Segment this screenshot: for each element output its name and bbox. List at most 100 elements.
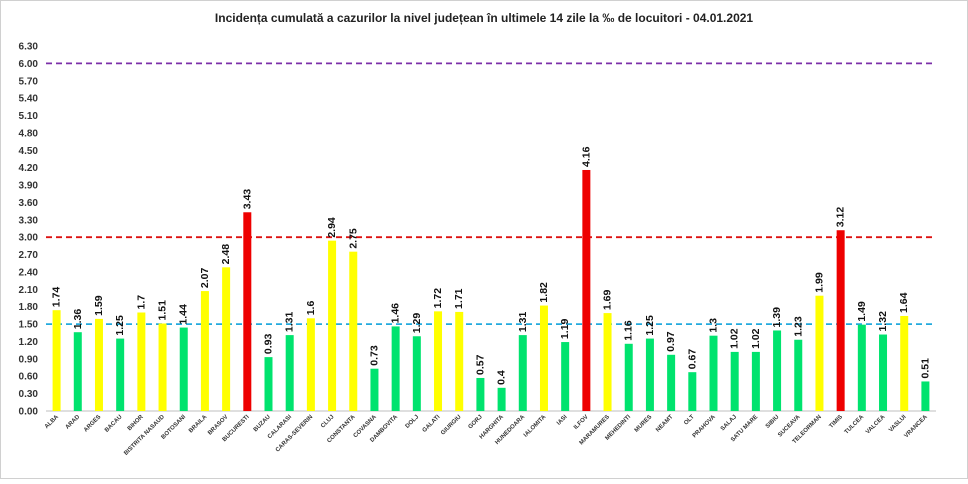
- bar: [94, 318, 103, 411]
- bar: [603, 313, 612, 411]
- data-label: 1.72: [432, 288, 444, 309]
- y-tick-label: 3.00: [19, 233, 39, 244]
- data-label: 1.69: [602, 289, 614, 310]
- bars: [52, 169, 930, 411]
- data-label: 1.25: [114, 315, 126, 336]
- data-label: 1.31: [517, 312, 529, 333]
- bar: [645, 338, 654, 411]
- y-tick-label: 2.40: [19, 267, 39, 278]
- reference-lines: [46, 62, 936, 325]
- bar: [688, 372, 697, 411]
- bar: [773, 330, 782, 411]
- data-label: 2.48: [220, 244, 232, 265]
- y-tick-label: 4.20: [19, 163, 39, 174]
- data-label: 0.4: [496, 370, 508, 385]
- y-tick-label: 2.70: [19, 250, 39, 261]
- y-tick-label: 1.20: [19, 337, 39, 348]
- bar: [709, 335, 718, 411]
- data-label: 1.36: [72, 309, 84, 330]
- bar: [137, 312, 146, 411]
- data-label: 1.51: [157, 300, 169, 321]
- y-tick-label: 2.10: [19, 285, 39, 296]
- data-label: 1.02: [729, 328, 741, 349]
- bar: [116, 338, 125, 411]
- data-label: 1.74: [51, 287, 63, 308]
- bar: [306, 318, 315, 411]
- y-axis-ticks: 0.00 0.30 0.60 0.90 1.20 1.50 1.80 2.10 2.40 2.70…: [19, 42, 39, 418]
- data-label: 1.29: [411, 313, 423, 334]
- y-tick-label: 3.30: [19, 215, 39, 226]
- data-label: 1.16: [623, 320, 635, 341]
- bar: [539, 305, 548, 411]
- data-label: 3.43: [241, 189, 253, 210]
- data-label: 1.32: [877, 311, 889, 332]
- data-label: 1.59: [93, 295, 105, 316]
- data-label: 0.73: [368, 345, 380, 366]
- bar: [412, 336, 421, 411]
- bar: [497, 387, 506, 411]
- data-labels: 1.74 1.36 1.59 1.25 1.7 1.51 1.44 2.07 2.48 3.43 0…: [51, 146, 932, 384]
- y-tick-label: 1.80: [19, 302, 39, 313]
- data-label: 1.02: [750, 328, 762, 349]
- bar: [582, 169, 591, 411]
- data-label: 2.94: [326, 217, 338, 238]
- data-label: 1.46: [390, 303, 402, 324]
- y-tick-label: 5.40: [19, 94, 39, 105]
- data-label: 1.25: [644, 315, 656, 336]
- data-label: 2.75: [347, 228, 359, 249]
- data-label: 3.12: [835, 207, 847, 228]
- data-label: 0.93: [263, 334, 275, 355]
- bar: [921, 381, 930, 411]
- data-label: 1.19: [559, 318, 571, 339]
- chart-title: Incidența cumulată a cazurilor la nivel …: [215, 11, 754, 25]
- bar: [328, 240, 337, 411]
- data-label: 1.39: [771, 307, 783, 328]
- y-tick-label: 1.50: [19, 320, 39, 331]
- data-label: 1.44: [178, 304, 190, 325]
- data-label: 1.99: [813, 272, 825, 293]
- y-tick-label: 5.70: [19, 76, 39, 87]
- bar: [476, 377, 485, 411]
- bar: [349, 251, 358, 411]
- data-label: 0.51: [919, 358, 931, 379]
- bar: [243, 212, 252, 411]
- bar: [179, 327, 188, 411]
- bar: [391, 326, 400, 411]
- bar: [730, 351, 739, 411]
- y-tick-label: 0.90: [19, 354, 39, 365]
- data-label: 1.7: [135, 295, 147, 310]
- data-label: 0.97: [665, 331, 677, 352]
- data-label: 1.6: [305, 301, 317, 316]
- bar: [52, 310, 61, 411]
- bar: [857, 324, 866, 411]
- bar: [879, 334, 888, 411]
- data-label: 1.31: [284, 312, 296, 333]
- bar: [836, 230, 845, 411]
- bar: [222, 267, 231, 411]
- data-label: 1.49: [856, 301, 868, 322]
- y-tick-label: 0.30: [19, 389, 39, 400]
- bar: [370, 368, 379, 411]
- data-label: 1.23: [792, 316, 804, 337]
- data-label: 4.16: [580, 146, 592, 167]
- data-label: 1.64: [898, 292, 910, 313]
- y-tick-label: 6.00: [19, 59, 39, 70]
- y-tick-label: 4.80: [19, 128, 39, 139]
- y-tick-label: 3.60: [19, 198, 39, 209]
- data-label: 2.07: [199, 267, 211, 288]
- data-label: 1.3: [708, 318, 720, 333]
- bar: [455, 311, 464, 411]
- data-label: 0.67: [686, 349, 698, 370]
- bar: [264, 357, 273, 411]
- bar: [73, 332, 82, 411]
- bar: [518, 335, 527, 411]
- bar: [285, 335, 294, 411]
- bar: [624, 343, 633, 411]
- y-tick-label: 4.50: [19, 146, 39, 157]
- bar: [794, 339, 803, 411]
- data-label: 1.82: [538, 282, 550, 303]
- data-label: 1.71: [453, 288, 465, 309]
- y-tick-label: 6.30: [19, 42, 39, 53]
